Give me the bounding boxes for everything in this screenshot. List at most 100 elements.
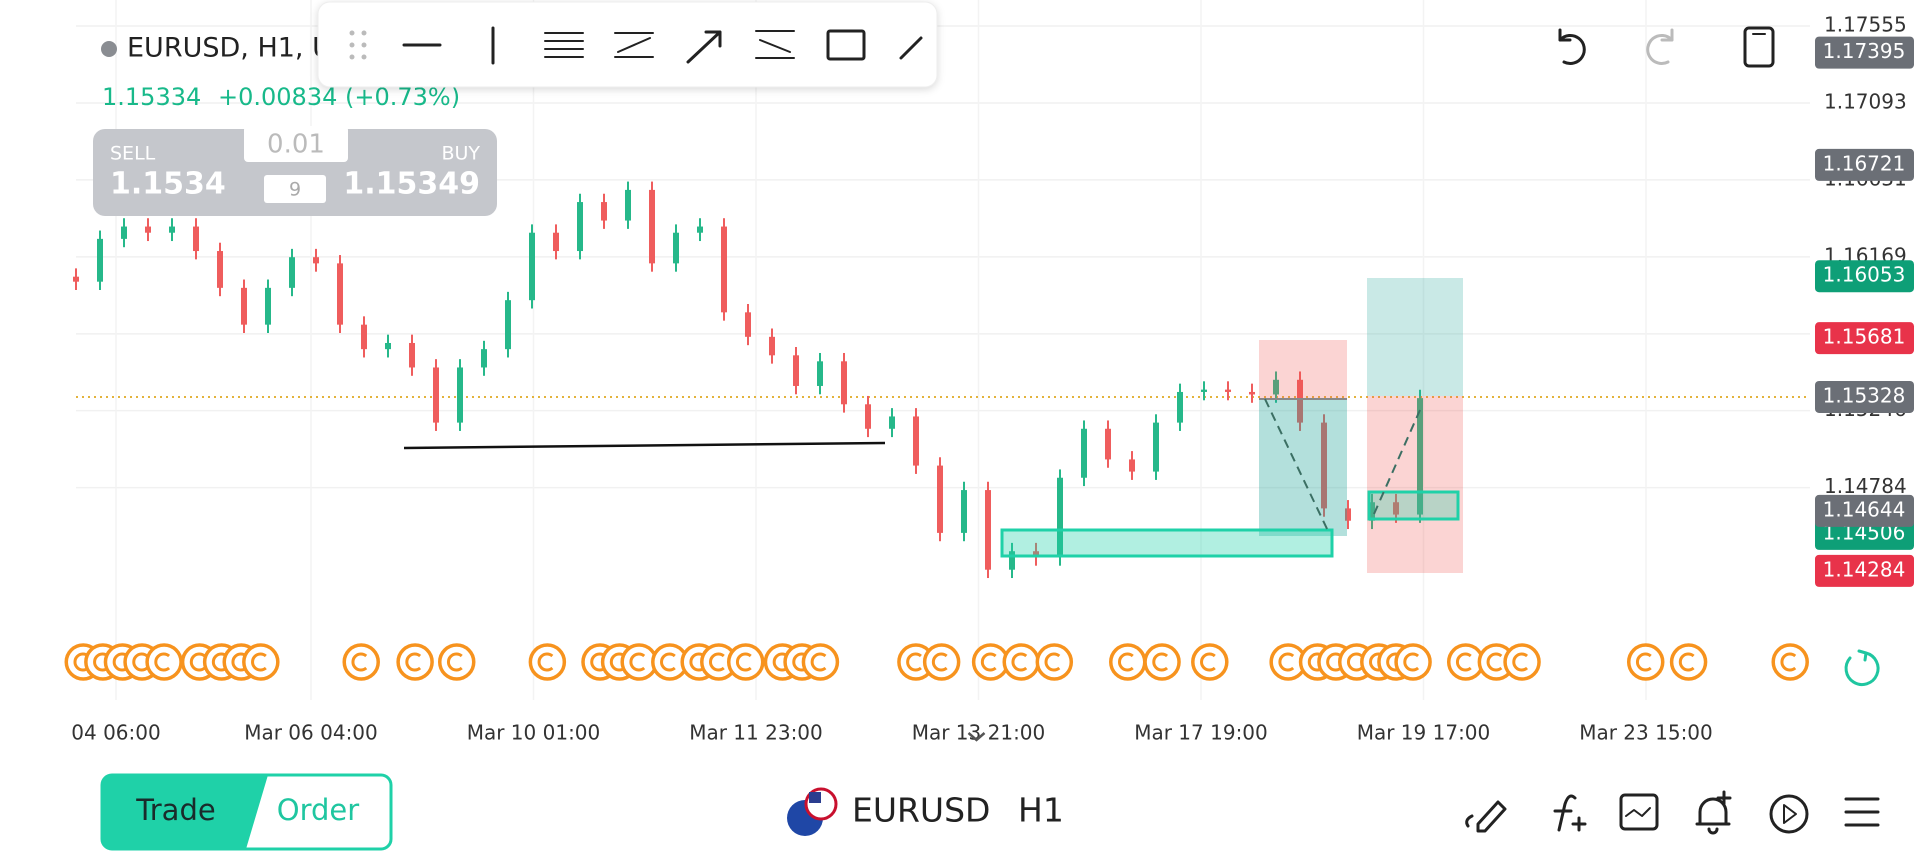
drag-handle[interactable] xyxy=(349,30,367,60)
event-icon xyxy=(1346,652,1363,672)
stop-zone[interactable] xyxy=(1367,396,1463,573)
order-tab[interactable]: Order xyxy=(277,793,359,827)
event-icon xyxy=(154,652,171,672)
demand-box[interactable] xyxy=(1000,528,1334,558)
event-marker[interactable] xyxy=(437,643,476,681)
candle-body xyxy=(745,312,751,337)
event-marker[interactable] xyxy=(726,643,765,681)
event-marker[interactable] xyxy=(396,643,434,681)
event-icon xyxy=(1512,652,1529,672)
event-icon xyxy=(1403,652,1420,672)
fib-tool[interactable] xyxy=(544,32,584,58)
event-marker[interactable] xyxy=(342,643,380,681)
event-marker[interactable] xyxy=(922,643,961,681)
candle-body xyxy=(1153,422,1159,472)
redo-button[interactable] xyxy=(1646,28,1674,65)
event-marker[interactable] xyxy=(1191,643,1229,681)
event-marker[interactable] xyxy=(242,643,280,681)
trade-tab[interactable]: Trade xyxy=(135,793,215,827)
candle-body xyxy=(121,226,127,239)
trend-line-tool[interactable] xyxy=(899,36,923,60)
spread: 9 xyxy=(289,179,301,201)
candle-body xyxy=(1225,389,1231,392)
event-marker[interactable] xyxy=(1503,643,1541,681)
event-icon xyxy=(792,652,809,672)
event-marker[interactable] xyxy=(1143,643,1181,681)
candle-body xyxy=(937,465,943,533)
support-line[interactable] xyxy=(403,441,886,450)
candle-body xyxy=(1297,379,1303,423)
candle-body xyxy=(1369,502,1375,521)
price-tag xyxy=(1815,36,1914,69)
reset-view-button[interactable] xyxy=(1844,649,1880,687)
event-marker[interactable] xyxy=(1394,643,1432,681)
trade-panel: SELL 1.1534 BUY 1.15349 0.01 9 xyxy=(93,126,497,216)
candle-body xyxy=(1345,508,1351,521)
event-marker[interactable] xyxy=(145,643,183,681)
templates-button[interactable] xyxy=(1619,793,1659,831)
bottom-symbol[interactable]: EURUSD xyxy=(852,791,990,830)
candle-body xyxy=(1321,422,1327,509)
event-marker[interactable] xyxy=(1669,643,1708,681)
demand-box[interactable] xyxy=(1367,490,1460,521)
x-tick-label: 04 06:00 xyxy=(71,721,160,745)
lot-size[interactable]: 0.01 xyxy=(267,130,325,160)
candle-body xyxy=(1129,459,1135,472)
candle-body xyxy=(1081,428,1087,478)
indicators-button[interactable] xyxy=(1553,794,1587,832)
event-marker[interactable] xyxy=(1002,643,1040,681)
candle-body xyxy=(1057,477,1063,558)
menu-button[interactable] xyxy=(1844,797,1880,827)
candle-body xyxy=(97,238,103,282)
draw-button[interactable] xyxy=(1465,800,1507,833)
candle-body xyxy=(673,232,679,264)
event-icon xyxy=(93,652,109,672)
buy-label[interactable]: BUY xyxy=(441,143,480,165)
event-marker[interactable] xyxy=(1626,643,1665,681)
arrow-tool[interactable] xyxy=(686,30,722,64)
stop-zone[interactable] xyxy=(1259,340,1347,398)
event-marker[interactable] xyxy=(1771,643,1809,681)
candle-body xyxy=(1249,391,1255,395)
replay-button[interactable] xyxy=(1769,794,1809,834)
event-icon xyxy=(537,652,554,672)
target-zone[interactable] xyxy=(1259,398,1347,536)
candle-body xyxy=(841,361,847,405)
event-icon xyxy=(251,652,267,672)
time-axis: 04 06:00 Mar 06 04:00 Mar 10 01:00 Mar 11 2… xyxy=(71,718,1713,752)
event-marker[interactable] xyxy=(1035,643,1074,681)
target-zone[interactable] xyxy=(1367,278,1463,396)
candle-body xyxy=(337,263,343,325)
sell-price[interactable]: 1.1534 xyxy=(110,167,226,202)
drawings xyxy=(403,278,1463,573)
lot-input[interactable] xyxy=(244,126,348,162)
candle-body xyxy=(889,416,895,429)
rectangle-tool[interactable] xyxy=(826,29,866,61)
event-marker[interactable] xyxy=(1109,643,1147,681)
candle-body xyxy=(1033,551,1039,558)
candle-body xyxy=(1105,428,1111,460)
sell-label[interactable]: SELL xyxy=(110,143,156,165)
candle-body xyxy=(1417,398,1423,515)
price-tags: 1.173951.167211.160531.156811.153281.145… xyxy=(1815,36,1914,587)
event-marker[interactable] xyxy=(801,643,840,681)
price-tag-label: 1.16053 xyxy=(1823,263,1906,287)
y-tick-label: 1.17555 xyxy=(1824,12,1907,36)
event-marker[interactable] xyxy=(528,643,567,681)
event-icon xyxy=(1486,652,1503,672)
crosshair-label-bg xyxy=(892,718,1065,752)
undo-button[interactable] xyxy=(1558,28,1586,65)
pitchfork-tool[interactable] xyxy=(755,30,795,59)
candle-body xyxy=(1273,379,1279,395)
layout-button[interactable] xyxy=(1743,26,1775,68)
candle-body xyxy=(649,189,655,264)
price-tag-label: 1.15681 xyxy=(1823,325,1906,349)
x-tick-label: Mar 06 04:00 xyxy=(244,721,378,745)
buy-price[interactable]: 1.15349 xyxy=(343,167,480,202)
alerts-button[interactable] xyxy=(1695,790,1732,835)
event-icon xyxy=(132,652,149,672)
collapse-chevron[interactable] xyxy=(967,732,986,742)
event-icon xyxy=(73,652,90,672)
bottom-timeframe[interactable]: H1 xyxy=(1018,791,1064,830)
channel-tool[interactable] xyxy=(614,32,654,58)
